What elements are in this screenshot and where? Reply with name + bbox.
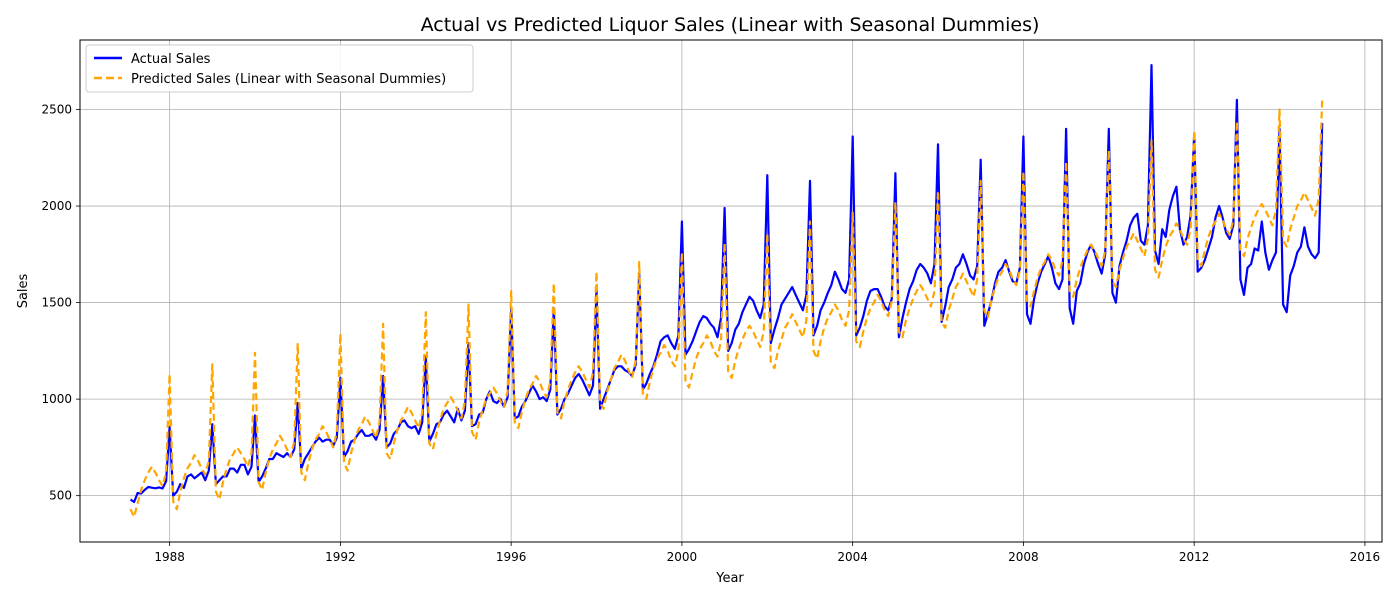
x-tick-label: 2012 xyxy=(1179,550,1210,564)
series-lines xyxy=(129,63,1324,519)
x-tick-label: 2016 xyxy=(1350,550,1381,564)
x-tick-label: 1992 xyxy=(325,550,356,564)
x-axis-label: Year xyxy=(715,571,744,586)
legend: Actual Sales Predicted Sales (Linear wit… xyxy=(85,44,474,93)
chart-title: Actual vs Predicted Liquor Sales (Linear… xyxy=(421,14,1040,36)
y-tick-label: 2500 xyxy=(41,103,72,117)
y-tick-label: 1500 xyxy=(41,296,72,310)
legend-label-predicted: Predicted Sales (Linear with Seasonal Du… xyxy=(131,72,446,87)
x-tick-label: 2008 xyxy=(1008,550,1039,564)
legend-box xyxy=(85,44,474,93)
y-axis-label: Sales xyxy=(16,273,31,308)
plot-frame xyxy=(79,39,1383,543)
x-axis: 1988 1992 1996 2000 2004 2008 2012 2016 xyxy=(154,542,1380,564)
x-tick-label: 2000 xyxy=(667,550,698,564)
y-axis: 500 1000 1500 2000 2500 xyxy=(41,103,80,503)
legend-label-actual: Actual Sales xyxy=(131,52,211,67)
grid xyxy=(80,40,1382,542)
series-line-predicted xyxy=(129,99,1324,519)
x-tick-label: 1988 xyxy=(154,550,185,564)
y-tick-label: 1000 xyxy=(41,392,72,406)
y-tick-label: 2000 xyxy=(41,199,72,213)
y-tick-label: 500 xyxy=(49,489,72,503)
x-tick-label: 2004 xyxy=(837,550,868,564)
x-tick-label: 1996 xyxy=(496,550,527,564)
